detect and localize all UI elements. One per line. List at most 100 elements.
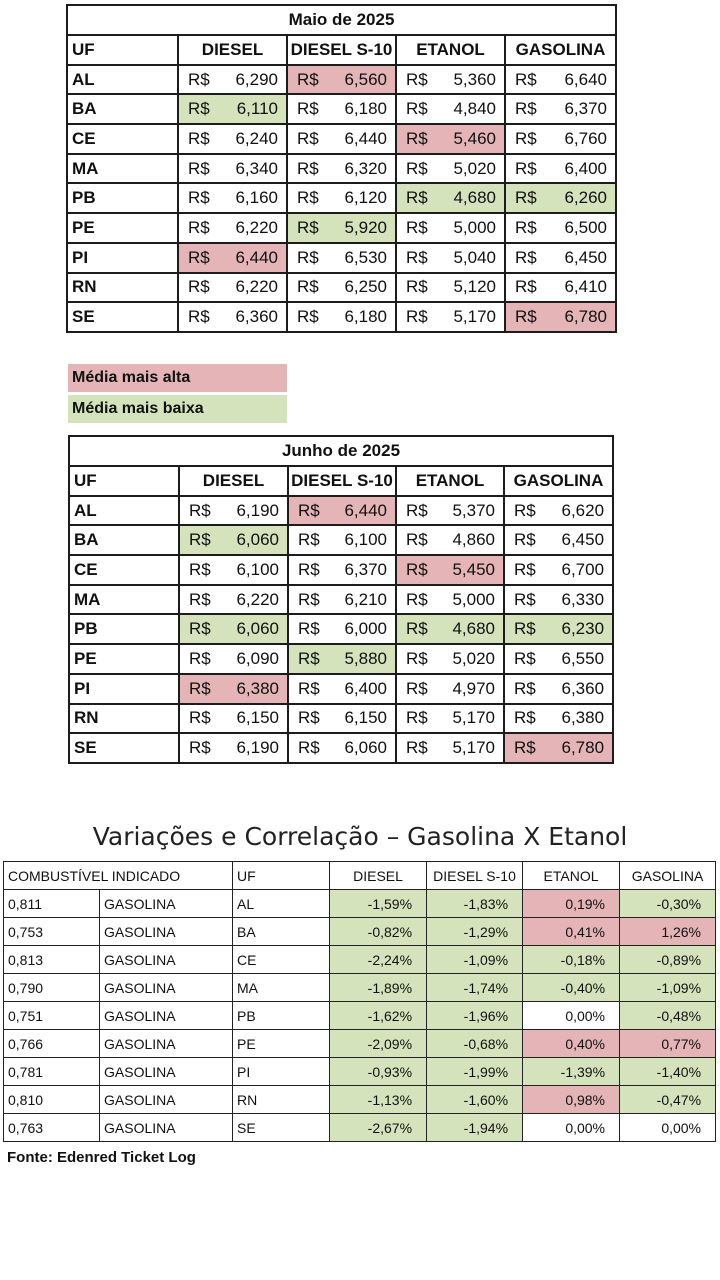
currency-symbol: R$ bbox=[297, 277, 319, 297]
variation-cell: 0,19% bbox=[522, 889, 621, 918]
currency-symbol: R$ bbox=[406, 500, 428, 520]
price-cell: R$ 6,620 bbox=[502, 494, 615, 527]
price-amount: 6,060 bbox=[236, 530, 279, 550]
column-header: GASOLINA bbox=[619, 861, 717, 890]
price-cell: R$ 6,110 bbox=[177, 93, 288, 126]
price-value: R$ 6,090 bbox=[180, 649, 287, 669]
price-cell: R$ 6,380 bbox=[502, 702, 615, 735]
price-amount: 6,700 bbox=[561, 559, 605, 579]
uf-cell: CE bbox=[66, 123, 179, 155]
variation-cell: 0,00% bbox=[619, 1113, 717, 1142]
table-row: AL R$ 6,190 R$ 6,440 R$ 5,370 R$ 6,620 bbox=[68, 494, 615, 527]
currency-symbol: R$ bbox=[406, 530, 428, 550]
price-value: R$ 6,400 bbox=[289, 679, 395, 699]
uf-cell: PI bbox=[68, 672, 180, 705]
table-row: PE R$ 6,090 R$ 5,880 R$ 5,020 R$ 6,550 bbox=[68, 643, 615, 675]
column-header: UF bbox=[68, 465, 180, 497]
price-cell: R$ 5,000 bbox=[395, 583, 505, 616]
price-cell: R$ 6,220 bbox=[178, 583, 289, 616]
price-cell: R$ 5,370 bbox=[395, 494, 505, 527]
price-cell: R$ 6,000 bbox=[287, 613, 397, 646]
price-cell: R$ 6,260 bbox=[503, 182, 618, 215]
price-value: R$ 6,120 bbox=[288, 188, 395, 208]
price-value: R$ 6,100 bbox=[180, 560, 287, 580]
uf-cell: BA bbox=[66, 93, 179, 126]
price-cell: R$ 6,100 bbox=[178, 554, 289, 586]
price-cell: R$ 5,170 bbox=[395, 301, 506, 333]
uf-cell: MA bbox=[232, 973, 331, 1002]
ratio-cell: 0,790 bbox=[3, 973, 100, 1002]
price-amount: 4,970 bbox=[452, 678, 495, 698]
table-row: MA R$ 6,220 R$ 6,210 R$ 5,000 R$ 6,330 bbox=[68, 583, 615, 616]
currency-symbol: R$ bbox=[406, 738, 428, 758]
currency-symbol: R$ bbox=[188, 188, 210, 208]
price-amount: 6,440 bbox=[344, 500, 387, 520]
price-value: R$ 6,360 bbox=[179, 307, 286, 327]
currency-symbol: R$ bbox=[189, 559, 211, 579]
variation-cell: -1,29% bbox=[426, 917, 524, 946]
currency-symbol: R$ bbox=[515, 158, 537, 178]
price-cell: R$ 6,220 bbox=[177, 271, 288, 304]
price-value: R$ 6,180 bbox=[288, 99, 395, 119]
price-amount: 4,680 bbox=[452, 619, 495, 639]
ratio-cell: 0,763 bbox=[3, 1113, 100, 1142]
table-row: RN R$ 6,220 R$ 6,250 R$ 5,120 R$ 6,410 bbox=[66, 271, 618, 304]
variation-cell: 0,40% bbox=[522, 1029, 621, 1058]
price-value: R$ 6,370 bbox=[289, 560, 395, 580]
source-note: Fonte: Edenred Ticket Log bbox=[7, 1149, 196, 1166]
price-value: R$ 6,700 bbox=[505, 560, 612, 580]
price-cell: R$ 6,440 bbox=[177, 241, 288, 274]
variations-title: Variações e Correlação – Gasolina X Etan… bbox=[92, 822, 628, 851]
column-header: DIESEL S-10 bbox=[287, 465, 397, 497]
price-cell: R$ 5,000 bbox=[395, 212, 506, 244]
price-amount: 5,000 bbox=[453, 217, 496, 237]
table-row: 0,811 GASOLINA AL -1,59% -1,83% 0,19% -0,30% bbox=[3, 889, 717, 918]
price-amount: 6,220 bbox=[236, 589, 279, 609]
price-amount: 6,380 bbox=[236, 678, 279, 698]
price-value: R$ 6,160 bbox=[179, 188, 286, 208]
price-cell: R$ 5,360 bbox=[395, 63, 506, 96]
currency-symbol: R$ bbox=[298, 619, 320, 639]
price-cell: R$ 6,700 bbox=[502, 554, 615, 586]
variation-cell: -0,18% bbox=[522, 945, 621, 974]
uf-cell: RN bbox=[232, 1085, 331, 1114]
currency-symbol: R$ bbox=[297, 247, 319, 267]
price-value: R$ 6,220 bbox=[180, 590, 287, 610]
variation-cell: -2,67% bbox=[329, 1113, 428, 1142]
price-amount: 5,170 bbox=[453, 307, 496, 327]
price-cell: R$ 6,060 bbox=[178, 524, 289, 557]
price-cell: R$ 4,840 bbox=[395, 93, 506, 126]
price-cell: R$ 6,190 bbox=[178, 494, 289, 527]
variation-cell: -2,24% bbox=[329, 945, 428, 974]
table-row: PB R$ 6,160 R$ 6,120 R$ 4,680 R$ 6,260 bbox=[66, 182, 618, 215]
table-row: 0,790 GASOLINA MA -1,89% -1,74% -0,40% -1,09% bbox=[3, 973, 717, 1002]
fuel-cell: GASOLINA bbox=[98, 1029, 234, 1058]
column-header: DIESEL bbox=[329, 861, 428, 890]
price-cell: R$ 5,020 bbox=[395, 643, 505, 675]
currency-symbol: R$ bbox=[188, 128, 210, 148]
june-table-title: Junho de 2025 bbox=[67, 435, 615, 467]
price-amount: 6,260 bbox=[564, 188, 608, 208]
currency-symbol: R$ bbox=[298, 530, 320, 550]
price-value: R$ 6,100 bbox=[289, 530, 395, 550]
column-header: DIESEL bbox=[178, 465, 289, 497]
price-value: R$ 5,460 bbox=[397, 129, 504, 149]
currency-symbol: R$ bbox=[406, 678, 428, 698]
fuel-cell: GASOLINA bbox=[98, 1057, 234, 1086]
currency-symbol: R$ bbox=[406, 217, 428, 237]
currency-symbol: R$ bbox=[406, 247, 428, 267]
price-amount: 6,400 bbox=[564, 158, 608, 178]
uf-cell: PI bbox=[66, 241, 179, 274]
column-header: ETANOL bbox=[395, 465, 505, 497]
price-value: R$ 5,170 bbox=[397, 307, 504, 327]
price-amount: 5,020 bbox=[453, 158, 496, 178]
price-amount: 6,230 bbox=[561, 619, 605, 639]
column-header: UF bbox=[66, 34, 179, 66]
currency-symbol: R$ bbox=[298, 738, 320, 758]
currency-symbol: R$ bbox=[188, 217, 210, 237]
price-cell: R$ 6,340 bbox=[177, 152, 288, 185]
currency-symbol: R$ bbox=[188, 69, 210, 89]
price-amount: 6,000 bbox=[344, 619, 387, 639]
price-amount: 6,090 bbox=[236, 648, 279, 668]
price-cell: R$ 6,240 bbox=[177, 123, 288, 155]
